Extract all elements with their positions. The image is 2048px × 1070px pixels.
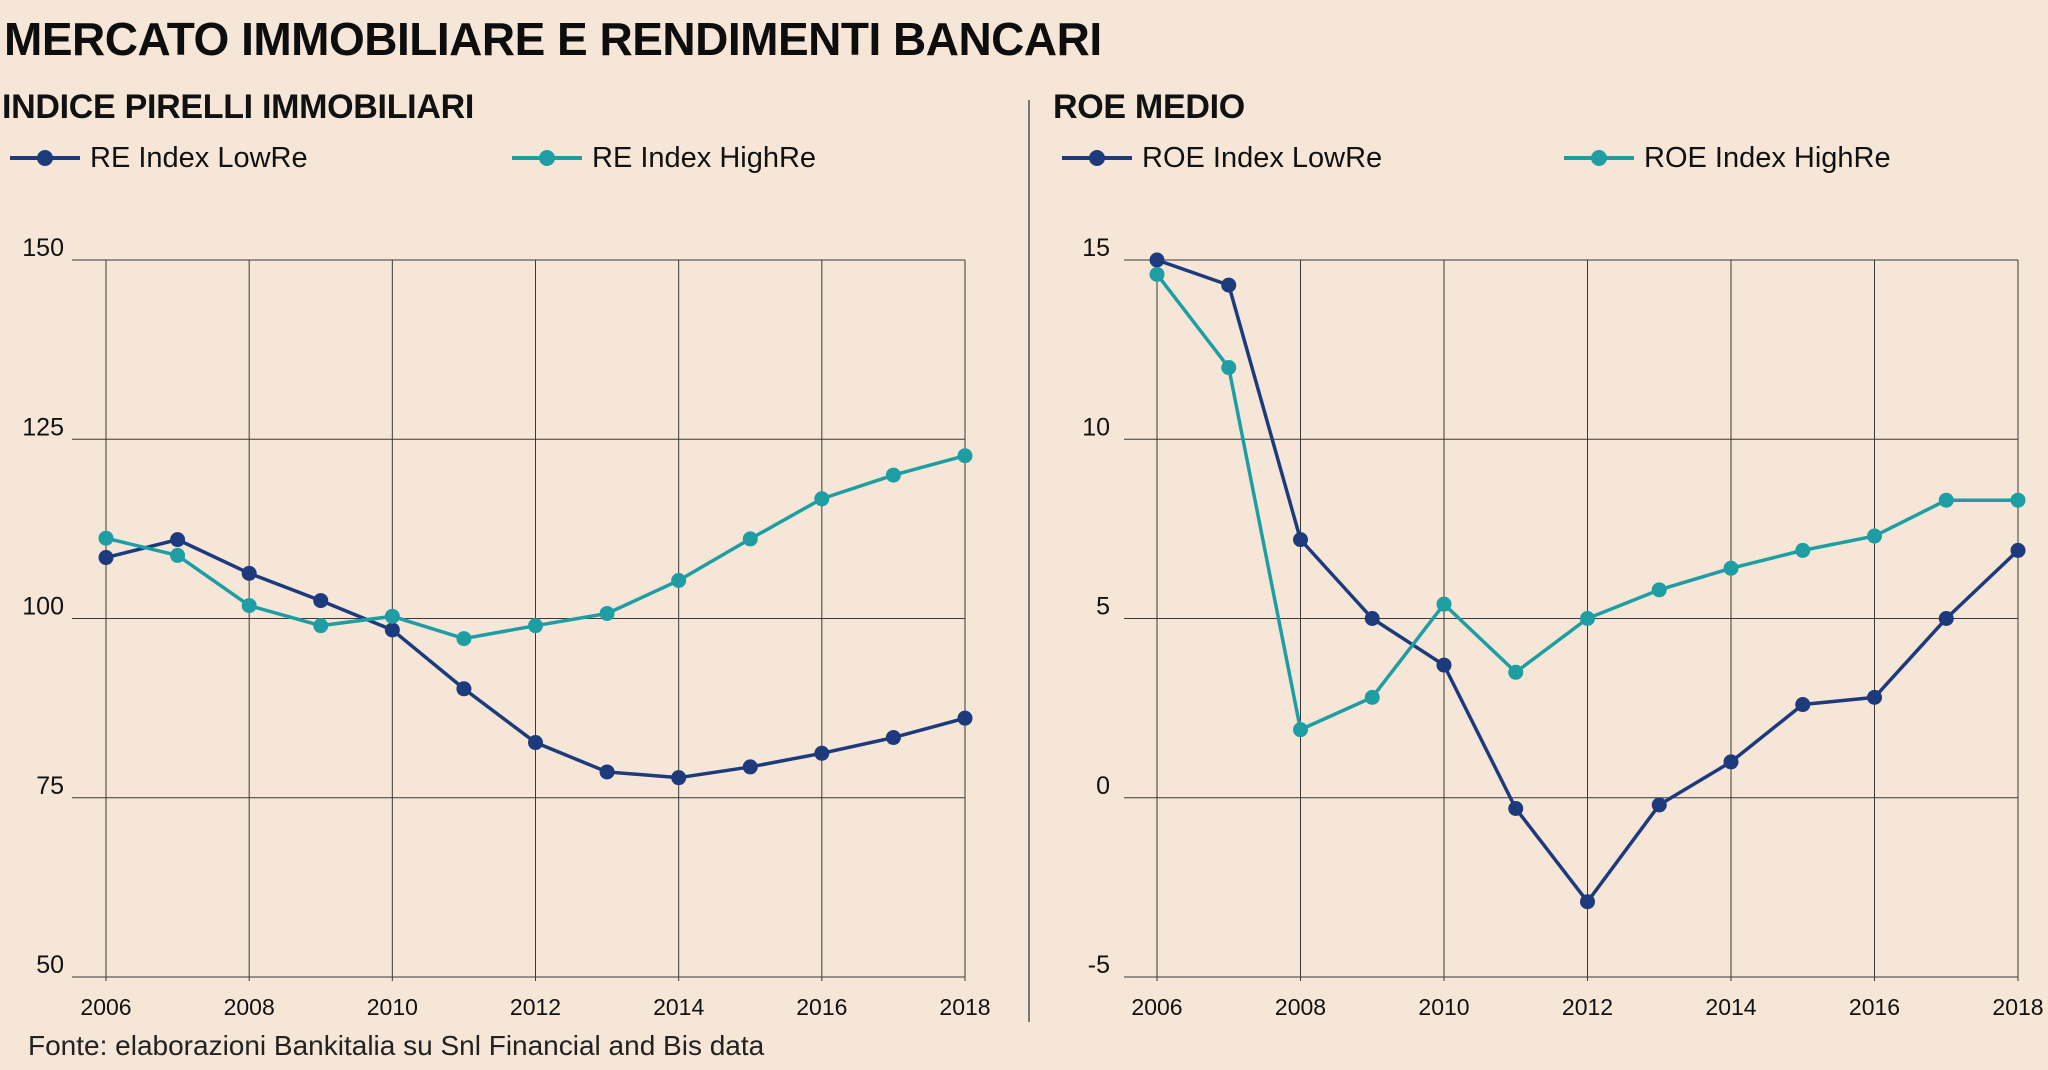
roe-point-low <box>1436 657 1452 673</box>
roe-y-tick-label: 0 <box>1096 772 1110 800</box>
roe-point-high <box>1436 596 1452 612</box>
roe-point-low <box>2010 542 2026 558</box>
roe-point-low <box>1364 611 1380 626</box>
roe-point-high <box>1293 722 1308 738</box>
roe-y-tick-label: 15 <box>1082 234 1110 262</box>
roe-point-low <box>1221 277 1237 293</box>
roe-point-high <box>1508 664 1524 680</box>
legend-label-roe-high: ROE Index HighRe <box>1644 141 1891 174</box>
re-point-high <box>599 605 615 621</box>
roe-point-low <box>1938 611 1954 626</box>
re-y-tick-label: 75 <box>36 772 64 800</box>
re-y-tick-label: 100 <box>22 593 64 621</box>
re-point-low <box>384 622 400 638</box>
roe-point-low <box>1508 801 1524 817</box>
re-point-high <box>671 572 687 588</box>
re-point-low <box>528 735 543 751</box>
re-point-high <box>456 631 472 647</box>
roe-point-low <box>1149 252 1165 268</box>
re-point-low <box>814 745 830 761</box>
roe-point-low <box>1795 697 1811 713</box>
re-x-tick-label: 2010 <box>367 994 418 1020</box>
re-point-low <box>241 565 257 581</box>
re-point-low <box>313 593 329 609</box>
roe-x-tick-label: 2018 <box>1992 994 2043 1020</box>
re-point-high <box>170 547 186 563</box>
roe-point-high <box>1580 611 1595 626</box>
roe-point-low <box>1723 754 1739 770</box>
re-y-tick-label: 125 <box>22 413 64 441</box>
legend-marker-roe-high <box>1564 150 1634 166</box>
roe-point-high <box>1723 560 1739 576</box>
re-point-low <box>456 681 472 697</box>
re-x-tick-label: 2018 <box>939 994 990 1020</box>
right-panel-title: ROE MEDIO <box>1053 88 1245 126</box>
re-x-tick-label: 2016 <box>796 994 847 1020</box>
legend-marker-re-low <box>10 150 80 166</box>
roe-point-high <box>1867 528 1882 544</box>
re-point-low <box>885 730 901 746</box>
roe-x-tick-label: 2008 <box>1275 994 1326 1020</box>
legend-marker-roe-low <box>1062 150 1132 166</box>
re-point-high <box>742 531 758 547</box>
roe-point-high <box>1938 492 1954 508</box>
roe-y-tick-label: 5 <box>1096 593 1110 621</box>
legend-item-roe-high: ROE Index HighRe <box>1564 142 1891 175</box>
re-point-low <box>599 764 615 780</box>
panel-divider <box>1028 100 1030 1022</box>
left-legend: RE Index LowRe RE Index HighRe <box>10 138 1010 178</box>
re-x-tick-label: 2006 <box>80 994 131 1020</box>
re-point-high <box>313 618 329 634</box>
right-legend: ROE Index LowRe ROE Index HighRe <box>1062 138 2042 178</box>
left-panel-title: INDICE PIRELLI IMMOBILIARI <box>2 88 474 126</box>
legend-label-re-low: RE Index LowRe <box>90 141 308 174</box>
re-point-high <box>98 530 114 546</box>
re-point-high <box>241 598 257 614</box>
legend-label-roe-low: ROE Index LowRe <box>1142 141 1383 174</box>
main-title: MERCATO IMMOBILIARE E RENDIMENTI BANCARI <box>4 13 1102 65</box>
re-x-tick-label: 2012 <box>510 994 561 1020</box>
roe-point-high <box>1364 689 1380 705</box>
re-point-high <box>885 467 901 483</box>
re-point-low <box>671 770 687 786</box>
legend-item-re-high: RE Index HighRe <box>512 142 816 175</box>
roe-point-low <box>1651 797 1667 813</box>
roe-x-tick-label: 2014 <box>1705 994 1756 1020</box>
roe-point-high <box>1149 266 1165 282</box>
re-point-low <box>98 550 114 566</box>
legend-marker-re-high <box>512 150 582 166</box>
roe-point-low <box>1580 894 1595 910</box>
roe-point-high <box>1795 542 1811 558</box>
re-point-high <box>384 608 400 624</box>
re-x-tick-label: 2008 <box>224 994 275 1020</box>
roe-y-tick-label: -5 <box>1088 951 1110 979</box>
roe-point-low <box>1293 532 1308 548</box>
re-y-tick-label: 50 <box>36 951 64 979</box>
re-point-high <box>957 448 973 464</box>
roe-y-tick-label: 10 <box>1082 413 1110 441</box>
re-point-low <box>742 759 758 775</box>
legend-item-roe-low: ROE Index LowRe <box>1062 142 1382 175</box>
re-point-low <box>957 710 973 726</box>
re-point-low <box>170 532 186 548</box>
roe-point-high <box>1651 582 1667 598</box>
re-point-high <box>528 618 543 634</box>
roe-x-tick-label: 2006 <box>1131 994 1182 1020</box>
re-x-tick-label: 2014 <box>653 994 704 1020</box>
roe-x-tick-label: 2016 <box>1849 994 1900 1020</box>
legend-item-re-low: RE Index LowRe <box>10 142 308 175</box>
re-y-tick-label: 150 <box>22 234 64 262</box>
roe-point-low <box>1867 689 1882 705</box>
source-note: Fonte: elaborazioni Bankitalia su Snl Fi… <box>28 1030 765 1061</box>
roe-x-tick-label: 2010 <box>1418 994 1469 1020</box>
legend-label-re-high: RE Index HighRe <box>592 141 817 174</box>
roe-point-high <box>2010 492 2026 508</box>
roe-x-tick-label: 2012 <box>1562 994 1613 1020</box>
re-point-high <box>814 491 830 507</box>
roe-point-high <box>1221 360 1237 376</box>
